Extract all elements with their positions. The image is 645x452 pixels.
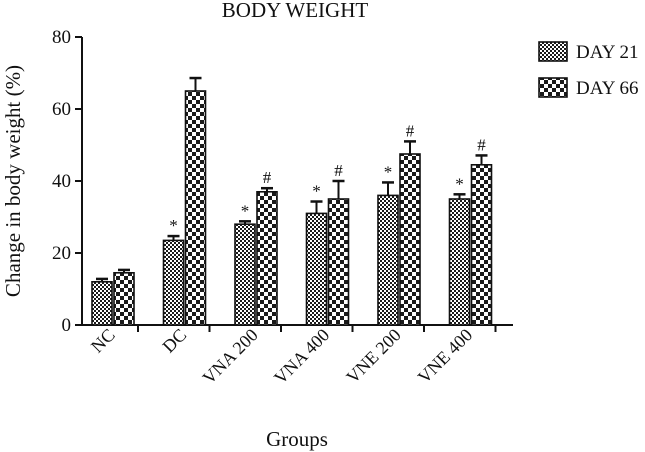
bar <box>234 223 256 326</box>
x-category-label: VNE 400 <box>414 325 477 388</box>
y-axis-label: Change in body weight (%) <box>1 65 25 297</box>
bar <box>470 164 493 326</box>
y-tick-label: 60 <box>52 99 71 120</box>
legend-label: DAY 21 <box>576 42 638 63</box>
legend-swatch <box>538 41 568 62</box>
bar <box>327 198 350 326</box>
legend-swatch <box>538 77 568 98</box>
y-tick-label: 40 <box>52 171 71 192</box>
significance-mark: # <box>334 161 343 180</box>
x-category-label: DC <box>158 325 190 357</box>
bar <box>377 194 399 326</box>
significance-mark: * <box>455 174 464 193</box>
bar <box>162 239 185 326</box>
x-category-label: VNA 400 <box>270 325 333 388</box>
legend: DAY 21 DAY 66 <box>538 41 638 99</box>
bar <box>399 153 421 326</box>
significance-mark: * <box>312 182 321 201</box>
y-tick-label: 20 <box>52 243 71 264</box>
x-category-label: VNA 200 <box>199 325 262 388</box>
legend-label: DAY 66 <box>576 78 638 99</box>
significance-mark: # <box>406 121 415 140</box>
significance-mark: * <box>169 216 178 235</box>
x-category-label: VNE 200 <box>342 325 405 388</box>
bar <box>305 212 328 326</box>
chart-title: BODY WEIGHT <box>222 0 369 22</box>
bar <box>448 198 471 326</box>
x-category-label: NC <box>87 325 119 357</box>
bar <box>256 191 278 326</box>
y-tick-label: 0 <box>62 315 72 336</box>
significance-mark: * <box>241 201 250 220</box>
bar <box>91 280 113 326</box>
bar <box>184 90 207 326</box>
significance-mark: # <box>263 168 272 187</box>
plot-area: 0 20 40 60 80 NC * DC * # VNA 200 * # VNA 400 * # VNE 20… <box>52 27 497 388</box>
y-tick-label: 80 <box>52 27 71 48</box>
bar <box>113 271 135 326</box>
x-axis-label: Groups <box>266 427 328 451</box>
significance-mark: * <box>384 162 393 181</box>
significance-mark: # <box>477 135 486 154</box>
